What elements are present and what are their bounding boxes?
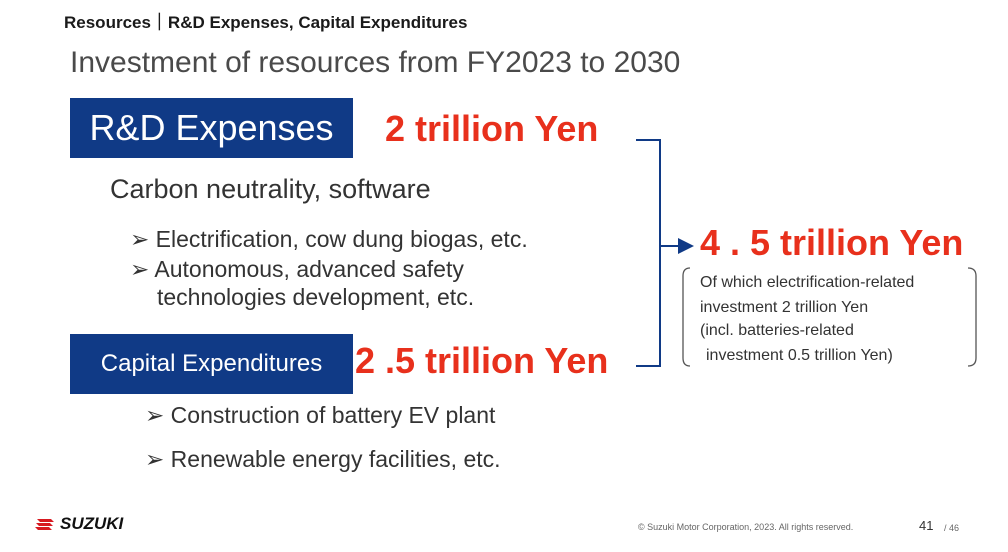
rd-bullet-text: Autonomous, advanced safety [154, 256, 464, 282]
brand-name: SUZUKI [60, 514, 124, 533]
suzuki-s-icon [35, 519, 54, 530]
rd-bullet-2: ➢ Autonomous, advanced safety [130, 256, 464, 283]
slide-subtitle: Investment of resources from FY2023 to 2… [70, 46, 681, 79]
page-total: / 46 [944, 523, 960, 533]
bullet-arrow-icon: ➢ [145, 402, 165, 428]
note-left-brace [682, 267, 691, 367]
rd-expenses-label-box: R&D Expenses [70, 98, 353, 158]
bullet-arrow-icon: ➢ [130, 226, 150, 252]
capex-label-box: Capital Expenditures [70, 334, 353, 394]
connector-lines [636, 139, 661, 367]
rd-expenses-amount: 2 trillion Yen [385, 108, 599, 149]
suzuki-logo: SUZUKI [35, 514, 123, 534]
rd-focus-text: Carbon neutrality, software [110, 174, 431, 204]
total-amount: 4 . 5 trillion Yen [700, 222, 964, 263]
copyright-text: © Suzuki Motor Corporation, 2023. All ri… [638, 522, 854, 532]
note-right-brace [967, 267, 977, 367]
rd-bullet-1: ➢ Electrification, cow dung biogas, etc. [130, 226, 528, 253]
capex-bullet-text: Renewable energy facilities, etc. [170, 446, 501, 472]
bullet-arrow-icon: ➢ [130, 256, 150, 282]
total-note-line-4: investment 0.5 trillion Yen) [706, 347, 893, 364]
capex-bullet-1: ➢ Construction of battery EV plant [145, 402, 495, 429]
total-note-line-2: investment 2 trillion Yen [700, 299, 869, 316]
page-number: 41 [919, 518, 934, 533]
rd-bullet-text: Electrification, cow dung biogas, etc. [155, 226, 528, 252]
rd-expenses-label: R&D Expenses [89, 107, 334, 148]
total-note-line-3: (incl. batteries-related [700, 322, 854, 339]
slide-header: Resources｜R&D Expenses, Capital Expendit… [64, 13, 468, 32]
rd-bullet-2-continuation: technologies development, etc. [157, 284, 475, 310]
capex-amount: 2 .5 trillion Yen [355, 340, 609, 381]
capex-bullet-2: ➢ Renewable energy facilities, etc. [145, 446, 501, 473]
capex-label: Capital Expenditures [100, 350, 323, 377]
bullet-arrow-icon: ➢ [145, 446, 165, 472]
total-note-line-1: Of which electrification-related [700, 274, 915, 291]
capex-bullet-text: Construction of battery EV plant [170, 402, 496, 428]
